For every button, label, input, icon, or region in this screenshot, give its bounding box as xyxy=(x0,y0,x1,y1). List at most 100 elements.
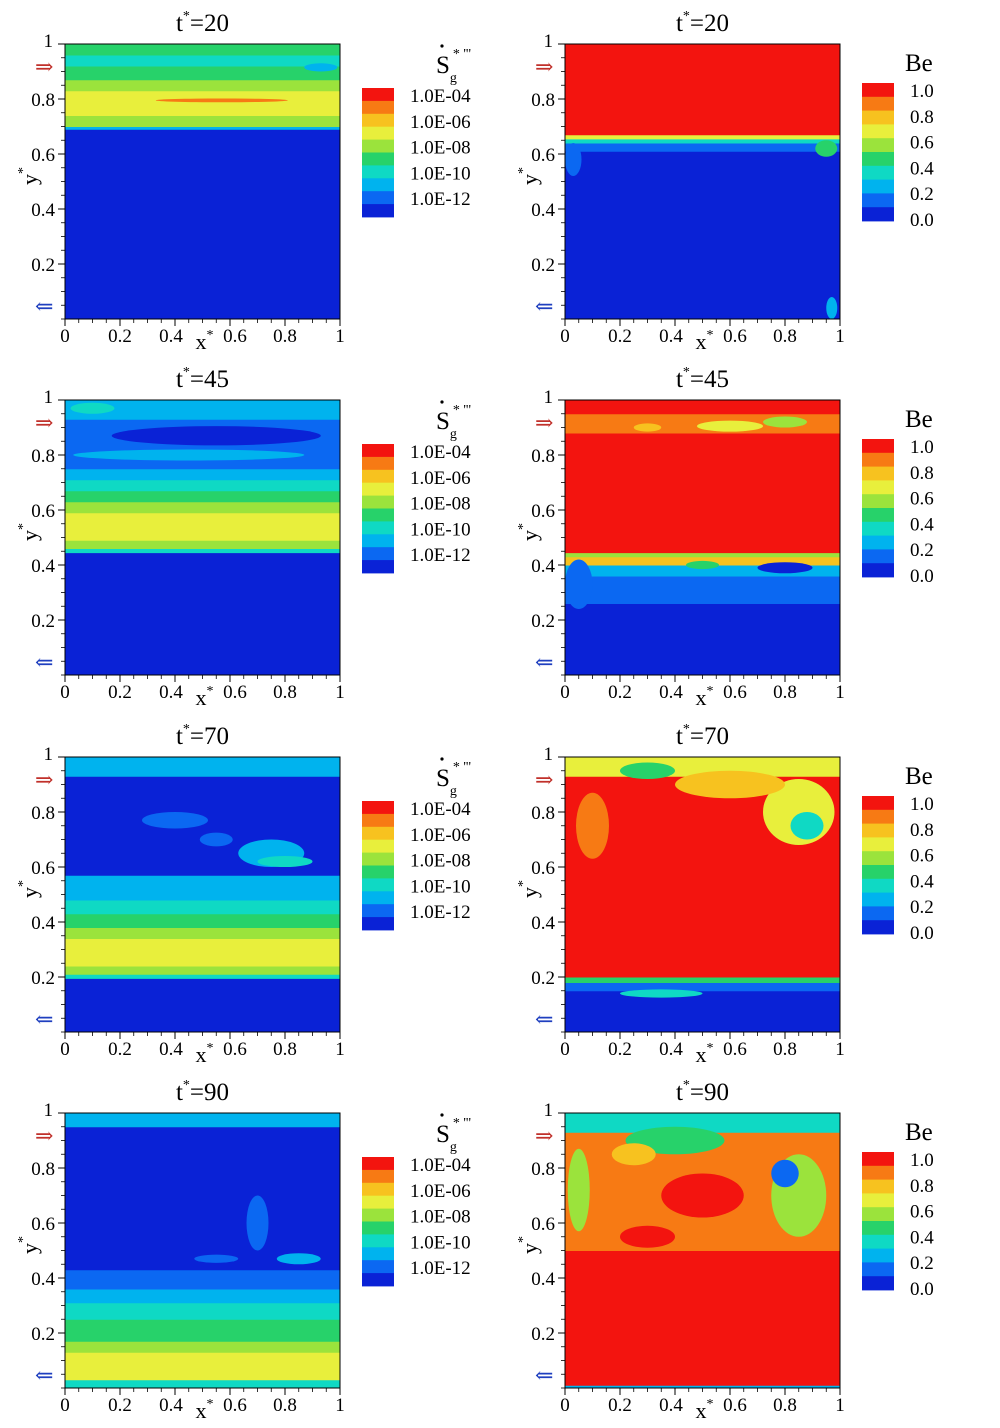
outlet-arrow-icon: ⇐ xyxy=(535,1006,553,1031)
colorbar-swatch xyxy=(362,813,394,828)
x-tick-label: 0.2 xyxy=(108,682,132,703)
colorbar-tick-label: 0.4 xyxy=(910,514,934,535)
x-tick-label: 0 xyxy=(560,1039,570,1060)
colorbar-title-dot xyxy=(440,1113,444,1117)
colorbar-swatch xyxy=(862,1179,894,1194)
contour-field xyxy=(65,1113,340,1388)
x-tick-label: 1 xyxy=(335,326,345,347)
x-tick-label: 1 xyxy=(335,1395,345,1416)
colorbar-tick-label: 1.0E-10 xyxy=(410,876,471,897)
colorbar-swatch xyxy=(862,563,894,578)
colorbar-swatch xyxy=(362,469,394,484)
colorbar-swatch xyxy=(362,1221,394,1235)
contour-band xyxy=(565,134,840,140)
colorbar-swatch xyxy=(862,823,894,838)
x-tick-label: 0 xyxy=(560,1395,570,1416)
colorbar-swatch xyxy=(362,1182,394,1197)
x-tick-label: 0.8 xyxy=(773,682,797,703)
colorbar-tick-label: 0.4 xyxy=(910,871,934,892)
colorbar-title-sub: g xyxy=(450,427,457,442)
colorbar-tick-label: 0.0 xyxy=(910,1279,934,1300)
colorbar-swatch xyxy=(862,851,894,866)
colorbar-tick-label: 0.2 xyxy=(910,1253,934,1274)
y-tick-label: 0.2 xyxy=(531,968,555,989)
x-tick-label: 0.8 xyxy=(273,1395,297,1416)
colorbar-tick-label: 1.0E-12 xyxy=(410,545,471,566)
contour-blob xyxy=(276,1253,321,1265)
colorbar-swatch xyxy=(362,534,394,548)
panel-title: t*=20 xyxy=(676,9,729,37)
contour-panel-be-70: 0 0.2 0.4 0.6 0.8 1x*0.20.40.60.81y*⇒⇐t*=70 xyxy=(516,722,845,1067)
panel-title-sup: * xyxy=(683,9,690,24)
contour-band xyxy=(65,1302,340,1320)
x-tick-label: 0.8 xyxy=(273,1039,297,1060)
x-axis-label: x* xyxy=(196,1397,214,1423)
colorbar-title-main: S xyxy=(436,1121,450,1148)
x-axis-label-sup: * xyxy=(707,1397,714,1412)
colorbar-legend-be: 1.0 0.8 0.6 0.4 0.2 0.0 Be xyxy=(862,50,934,231)
y-tick-label: 0.8 xyxy=(531,1159,555,1180)
contour-band xyxy=(65,974,340,979)
contour-blob xyxy=(763,416,807,428)
contour-band xyxy=(65,44,340,56)
x-tick-label: 0 xyxy=(560,326,570,347)
contour-blob xyxy=(246,1195,269,1251)
contour-blob xyxy=(565,559,593,609)
colorbar-swatch xyxy=(362,113,394,128)
panel-title-sup: * xyxy=(683,1078,690,1093)
x-axis-label-sup: * xyxy=(207,684,214,699)
colorbar-title-dot xyxy=(440,757,444,761)
colorbar-tick-label: 0.6 xyxy=(910,1202,934,1223)
colorbar-swatch xyxy=(362,126,394,140)
contour-band xyxy=(65,1126,340,1271)
y-tick-label: 0.8 xyxy=(31,803,55,824)
colorbar-swatch xyxy=(362,152,394,166)
colorbar-tick-label: 1.0E-10 xyxy=(410,1232,471,1253)
contour-band xyxy=(565,433,840,554)
colorbar-swatch xyxy=(362,560,394,574)
y-tick-label: 1 xyxy=(544,1100,554,1121)
y-tick-label: 0.8 xyxy=(531,446,555,467)
y-tick-label: 0.8 xyxy=(31,446,55,467)
y-axis-label-sup: * xyxy=(516,523,531,530)
y-tick-label: 0.2 xyxy=(531,1324,555,1345)
colorbar-swatch xyxy=(862,837,894,852)
y-tick-label: 0.8 xyxy=(531,803,555,824)
panel-title-sup: * xyxy=(683,365,690,380)
y-axis-label-group: y* xyxy=(16,1236,42,1254)
x-axis-label-sup: * xyxy=(207,1397,214,1412)
y-tick-label: 0.2 xyxy=(31,611,55,632)
colorbar-tick-label: 1.0E-08 xyxy=(410,851,471,872)
colorbar-swatch xyxy=(362,865,394,879)
colorbar-legend-sg: 1.0E-04 1.0E-06 1.0E-08 1.0E-10 1.0E-12 Sg * '… xyxy=(362,400,471,574)
colorbar-legend-sg: 1.0E-04 1.0E-06 1.0E-08 1.0E-10 1.0E-12 Sg * '… xyxy=(362,44,471,218)
x-tick-label: 0 xyxy=(60,326,70,347)
contour-blob xyxy=(620,1225,675,1248)
y-tick-label: 0.4 xyxy=(531,556,555,577)
colorbar-tick-label: 0.4 xyxy=(910,158,934,179)
contour-band xyxy=(65,90,340,116)
colorbar-swatch xyxy=(362,839,394,853)
colorbar-title-main: S xyxy=(436,765,450,792)
colorbar-title: Sg * ''' xyxy=(436,760,471,799)
colorbar-swatch xyxy=(862,165,894,180)
colorbar-swatch xyxy=(862,110,894,125)
colorbar-swatch xyxy=(862,480,894,495)
colorbar-tick-label: 1.0E-04 xyxy=(410,799,471,820)
contour-blob xyxy=(675,770,785,799)
colorbar-legend-sg: 1.0E-04 1.0E-06 1.0E-08 1.0E-10 1.0E-12 Sg * '… xyxy=(362,757,471,931)
y-tick-label: 0.6 xyxy=(31,145,55,166)
colorbar-tick-label: 1.0E-06 xyxy=(410,468,471,489)
x-tick-label: 0.4 xyxy=(659,1039,683,1060)
colorbar-swatch xyxy=(362,495,394,509)
contour-band xyxy=(65,757,340,777)
colorbar-swatch xyxy=(362,1208,394,1222)
colorbar-tick-label: 1.0E-10 xyxy=(410,163,471,184)
contour-band xyxy=(565,977,840,983)
x-tick-label: 0.8 xyxy=(773,326,797,347)
x-tick-label: 0.2 xyxy=(608,1395,632,1416)
contour-blob xyxy=(620,989,703,998)
colorbar-tick-label: 1.0E-10 xyxy=(410,519,471,540)
panel-title: t*=70 xyxy=(676,722,729,750)
panel-title-value: =70 xyxy=(690,723,729,750)
